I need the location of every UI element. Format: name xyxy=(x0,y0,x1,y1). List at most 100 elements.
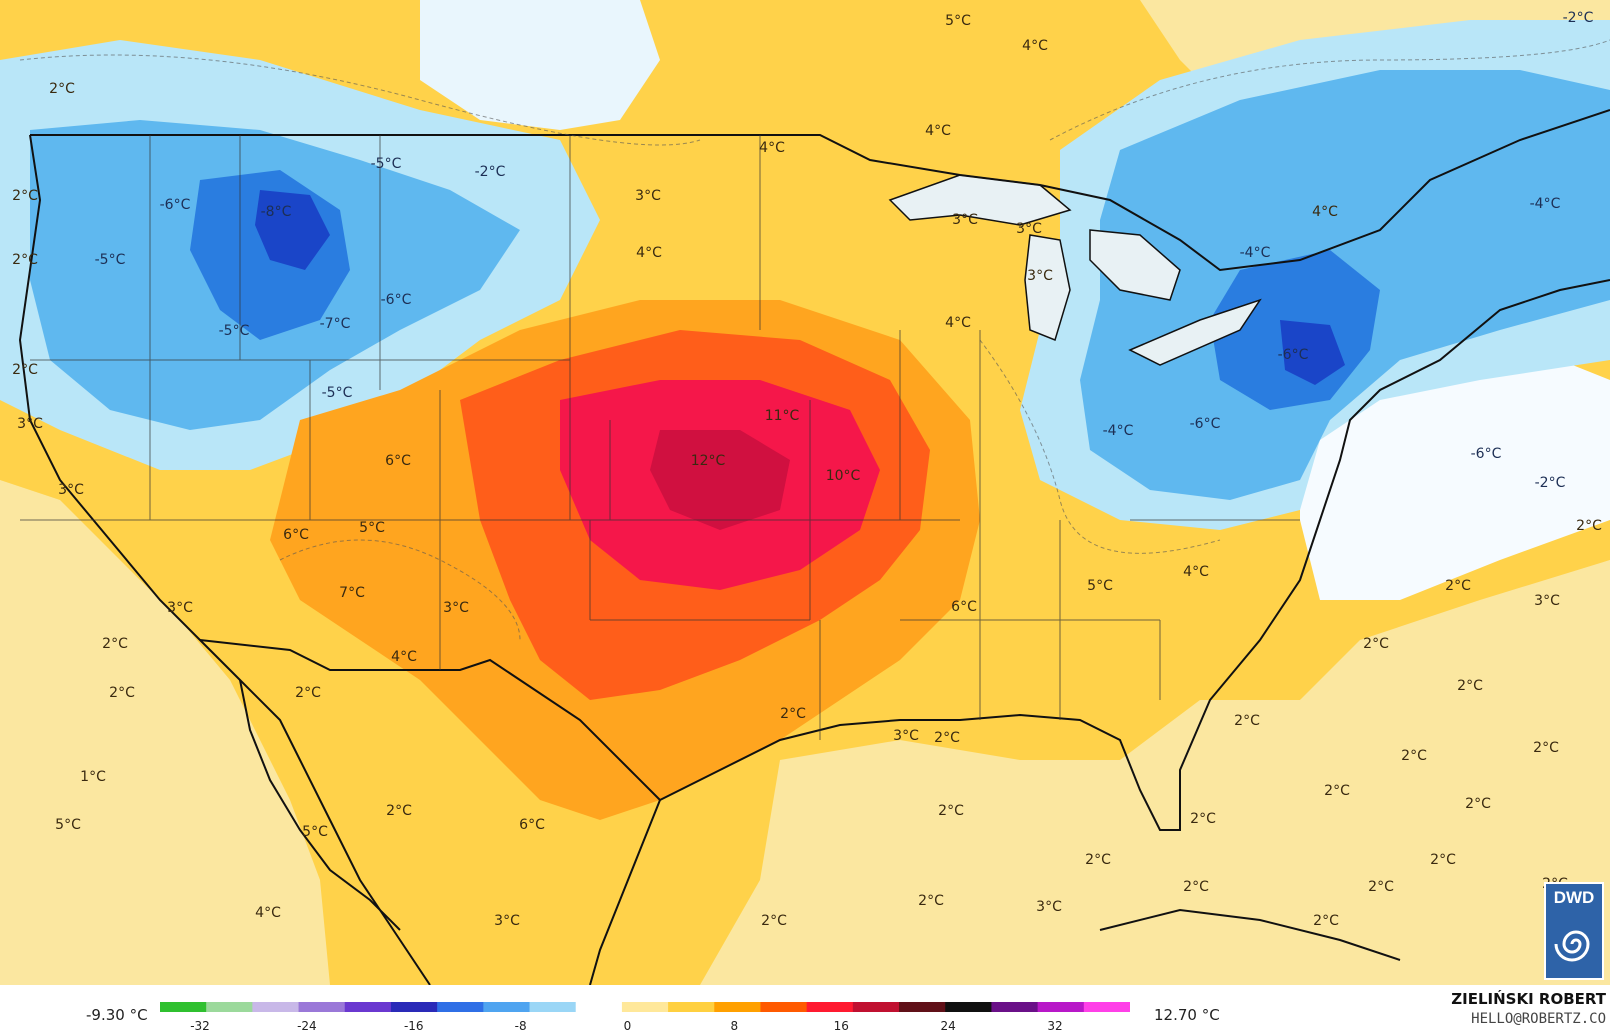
temperature-label: 2°C xyxy=(780,706,806,722)
dwd-logo-text: DWD xyxy=(1553,888,1595,907)
temperature-label: 2°C xyxy=(1465,796,1491,812)
temperature-label: -8°C xyxy=(261,204,292,220)
temperature-label: -6°C xyxy=(1471,446,1502,462)
temperature-label: 2°C xyxy=(761,913,787,929)
temperature-label: 7°C xyxy=(339,585,365,601)
legend-max-label: 12.70 °C xyxy=(1154,1006,1220,1024)
color-scale-swatch xyxy=(483,1002,531,1012)
temperature-label: 4°C xyxy=(1022,38,1048,54)
cuba-coast xyxy=(1099,908,1401,961)
temperature-label: 6°C xyxy=(283,527,309,543)
hottest-region-max xyxy=(650,430,790,530)
temperature-label: 2°C xyxy=(1363,636,1389,652)
contour-line xyxy=(19,54,701,146)
color-scale-tick: 0 xyxy=(623,1019,632,1033)
temperature-label: 2°C xyxy=(109,685,135,701)
temperature-label: 5°C xyxy=(359,520,385,536)
temperature-label: 3°C xyxy=(952,212,978,228)
sea-pale-west xyxy=(0,480,330,985)
color-scale-tick: 8 xyxy=(730,1019,739,1033)
color-scale-swatch xyxy=(852,1002,900,1012)
temperature-label: -7°C xyxy=(320,316,351,332)
temperature-label: 6°C xyxy=(951,599,977,615)
temperature-label: 3°C xyxy=(893,728,919,744)
legend-min-label: -9.30 °C xyxy=(86,1006,148,1024)
temperature-label: 2°C xyxy=(12,188,38,204)
light-area-atlantic xyxy=(1300,360,1610,600)
color-scale-swatch xyxy=(206,1002,253,1012)
temperature-label: -5°C xyxy=(219,323,250,339)
color-scale-swatch xyxy=(668,1002,715,1012)
color-scale-swatch xyxy=(1083,1002,1130,1012)
author-email: HELLO@ROBERTZ.CO xyxy=(1471,1011,1606,1027)
color-scale-swatch xyxy=(806,1002,854,1012)
temperature-label: -4°C xyxy=(1103,423,1134,439)
temperature-label: 2°C xyxy=(386,803,412,819)
color-scale-swatch xyxy=(714,1002,761,1012)
sea-pale-southeast xyxy=(700,560,1610,985)
temperature-label: 4°C xyxy=(945,315,971,331)
temperature-labels: 5°C 4°C 4°C 4°C -2°C 2°C 2°C -5°C -2°C -6°C -8°C -5… xyxy=(12,10,1602,929)
temperature-label: 2°C xyxy=(918,893,944,909)
temperature-label: 1°C xyxy=(80,769,106,785)
temperature-label: 3°C xyxy=(443,600,469,616)
temperature-label: 2°C xyxy=(1576,518,1602,534)
dwd-swirl-icon xyxy=(1554,930,1590,962)
temperature-label: 5°C xyxy=(55,817,81,833)
temperature-label: 10°C xyxy=(826,468,861,484)
color-scale-swatch xyxy=(344,1002,392,1012)
color-scale-swatch xyxy=(160,1002,207,1012)
temperature-label: -6°C xyxy=(1190,416,1221,432)
temperature-label: 2°C xyxy=(1368,879,1394,895)
temperature-label: 2°C xyxy=(1533,740,1559,756)
color-scale-tick: 24 xyxy=(940,1019,956,1033)
west-coastline xyxy=(18,134,431,985)
temperature-label: 4°C xyxy=(1312,204,1338,220)
temperature-label: 2°C xyxy=(934,730,960,746)
temperature-label: -6°C xyxy=(1278,347,1309,363)
temperature-label: 4°C xyxy=(759,140,785,156)
temperature-label: 5°C xyxy=(302,824,328,840)
temperature-label: 2°C xyxy=(938,803,964,819)
color-scale-tick: -8 xyxy=(514,1019,527,1033)
cold-region-idaho-min xyxy=(255,190,330,270)
color-scale-swatch xyxy=(529,1002,577,1012)
temperature-label: 2°C xyxy=(12,362,38,378)
temperature-label: -2°C xyxy=(475,164,506,180)
color-scale-tick: 32 xyxy=(1047,1019,1063,1033)
temperature-label: 3°C xyxy=(17,416,43,432)
temperature-label: 2°C xyxy=(1234,713,1260,729)
temperature-label: 5°C xyxy=(945,13,971,29)
color-scale-swatch xyxy=(991,1002,1039,1012)
temperature-label: 4°C xyxy=(925,123,951,139)
temperature-label: 2°C xyxy=(295,685,321,701)
gulf-coastline xyxy=(659,279,1610,831)
color-scale-tick: -16 xyxy=(403,1019,424,1033)
temperature-label: 2°C xyxy=(49,81,75,97)
temperature-label: 3°C xyxy=(58,482,84,498)
color-scale-swatch xyxy=(621,1002,669,1012)
cold-region-pennsylvania-min xyxy=(1280,320,1345,385)
temperature-label: 2°C xyxy=(1183,879,1209,895)
temperature-anomaly-map: 5°C 4°C 4°C 4°C -2°C 2°C 2°C -5°C -2°C -6°C -8°C -5… xyxy=(0,0,1610,985)
temperature-label: -2°C xyxy=(1535,475,1566,491)
author-credit: ZIELIŃSKI ROBERT xyxy=(1451,990,1606,1008)
temperature-label: -6°C xyxy=(160,197,191,213)
temperature-label: 4°C xyxy=(255,905,281,921)
borders xyxy=(18,109,1610,985)
color-scale-swatch xyxy=(760,1002,808,1012)
color-scale-tick: -24 xyxy=(297,1019,317,1033)
temperature-label: 2°C xyxy=(1085,852,1111,868)
state-borders xyxy=(20,135,1300,740)
mexico-gulf-coast xyxy=(589,799,661,985)
temperature-label: 2°C xyxy=(1313,913,1339,929)
color-scale-tick: 16 xyxy=(833,1019,849,1033)
temperature-label: 6°C xyxy=(519,817,545,833)
baja-california xyxy=(239,679,401,931)
temperature-label: -5°C xyxy=(95,252,126,268)
contour-line xyxy=(279,539,521,641)
temperature-label: 3°C xyxy=(167,600,193,616)
temperature-label: 6°C xyxy=(385,453,411,469)
temperature-label: 3°C xyxy=(1534,593,1560,609)
temperature-label: 3°C xyxy=(635,188,661,204)
